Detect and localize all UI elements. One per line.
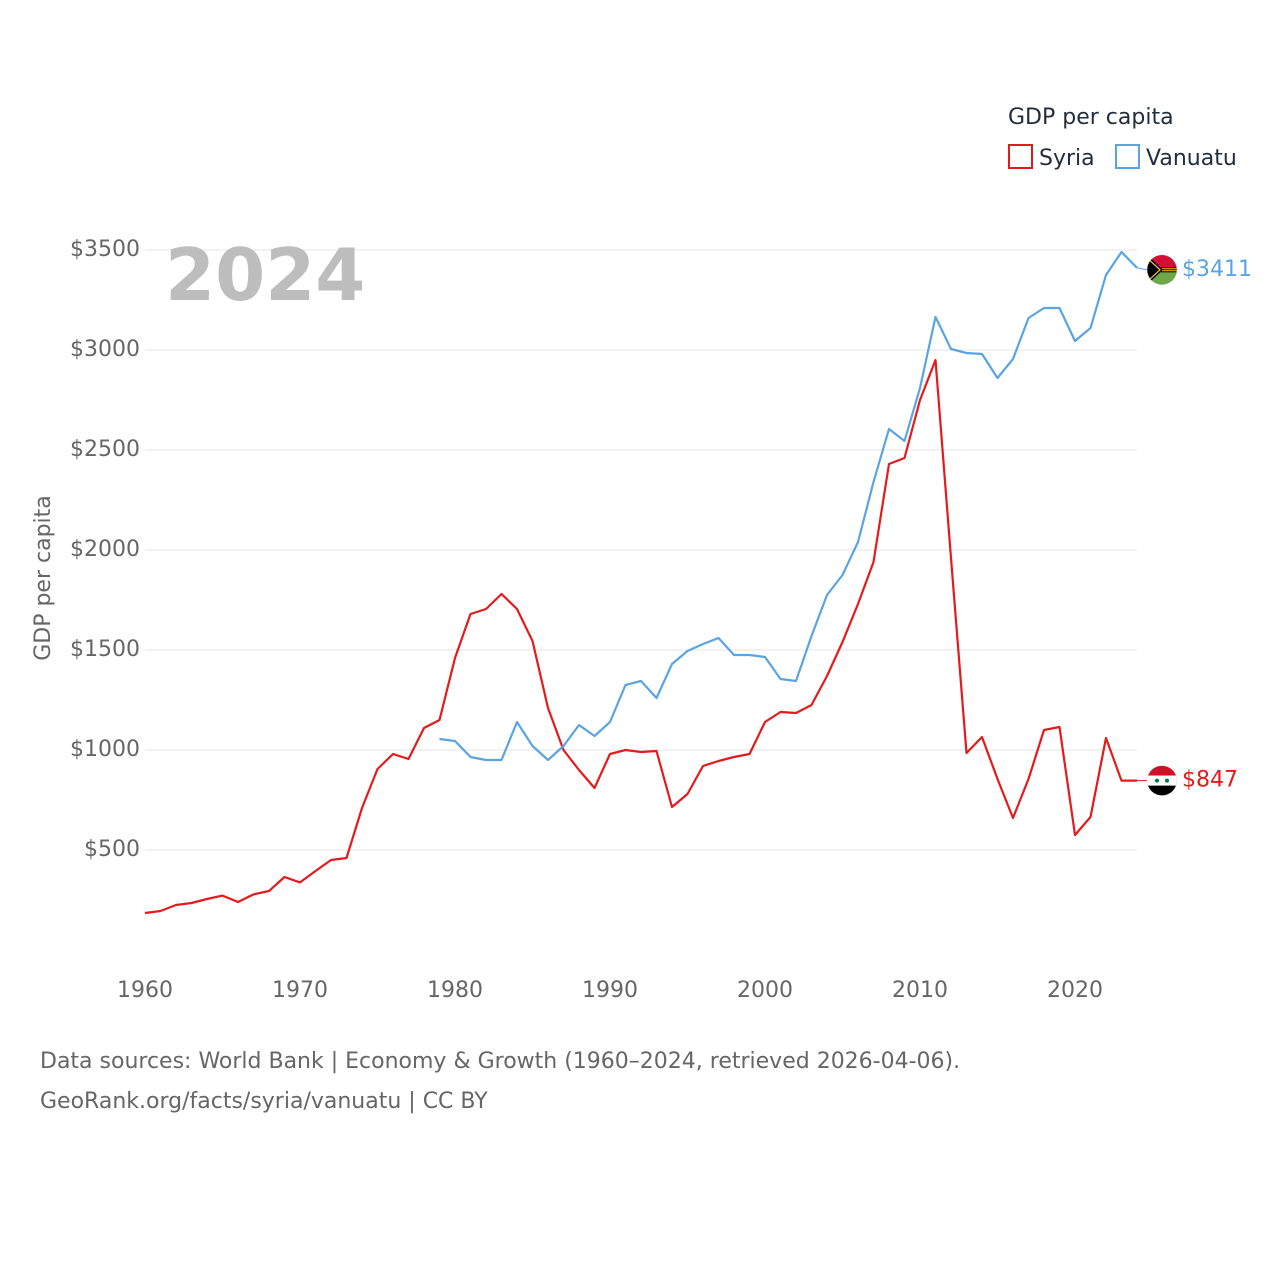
- x-tick-label: 2000: [737, 978, 793, 1003]
- year-watermark: 2024: [165, 233, 365, 317]
- y-tick-label: $1000: [70, 737, 140, 762]
- x-tick-label: 2010: [892, 978, 948, 1003]
- legend-swatch-syria[interactable]: [1008, 144, 1033, 169]
- end-value-label: $847: [1182, 768, 1238, 793]
- vanuatu-flag-icon: [1146, 254, 1178, 286]
- x-tick-label: 1970: [272, 978, 328, 1003]
- series-lines: [144, 250, 1138, 915]
- x-tick-label: 1990: [582, 978, 638, 1003]
- x-tick-label: 2020: [1047, 978, 1103, 1003]
- x-tick-label: 1980: [427, 978, 483, 1003]
- legend-label-syria[interactable]: Syria: [1039, 146, 1095, 171]
- y-axis-label: GDP per capita: [31, 495, 56, 661]
- legend-title: GDP per capita: [1008, 105, 1174, 130]
- y-tick-label: $3500: [70, 237, 140, 262]
- y-tick-label: $500: [84, 837, 140, 862]
- y-tick-label: $2000: [70, 537, 140, 562]
- series-line-syria[interactable]: [144, 358, 1137, 915]
- end-value-label: $3411: [1182, 257, 1252, 282]
- y-tick-label: $1500: [70, 637, 140, 662]
- source-text: Data sources: World Bank | Economy & Gro…: [40, 1049, 960, 1074]
- y-tick-label: $2500: [70, 437, 140, 462]
- y-axis-ticks: $500 $1000 $1500 $2000 $2500 $3000 $3500: [70, 237, 140, 862]
- y-tick-label: $3000: [70, 337, 140, 362]
- series-line-vanuatu[interactable]: [439, 250, 1138, 762]
- legend: GDP per capita Syria Vanuatu: [1008, 105, 1237, 171]
- legend-label-vanuatu[interactable]: Vanuatu: [1146, 146, 1237, 171]
- legend-swatch-vanuatu[interactable]: [1115, 144, 1140, 169]
- source-link[interactable]: GeoRank.org/facts/syria/vanuatu | CC BY: [40, 1089, 488, 1114]
- syria-flag-icon: [1146, 765, 1178, 796]
- x-axis-ticks: 1960 1970 1980 1990 2000 2010 2020: [117, 978, 1103, 1003]
- gridlines: [145, 249, 1137, 851]
- end-markers: $847 $3411: [1136, 254, 1252, 796]
- x-tick-label: 1960: [117, 978, 173, 1003]
- end-connector: [1136, 267, 1148, 271]
